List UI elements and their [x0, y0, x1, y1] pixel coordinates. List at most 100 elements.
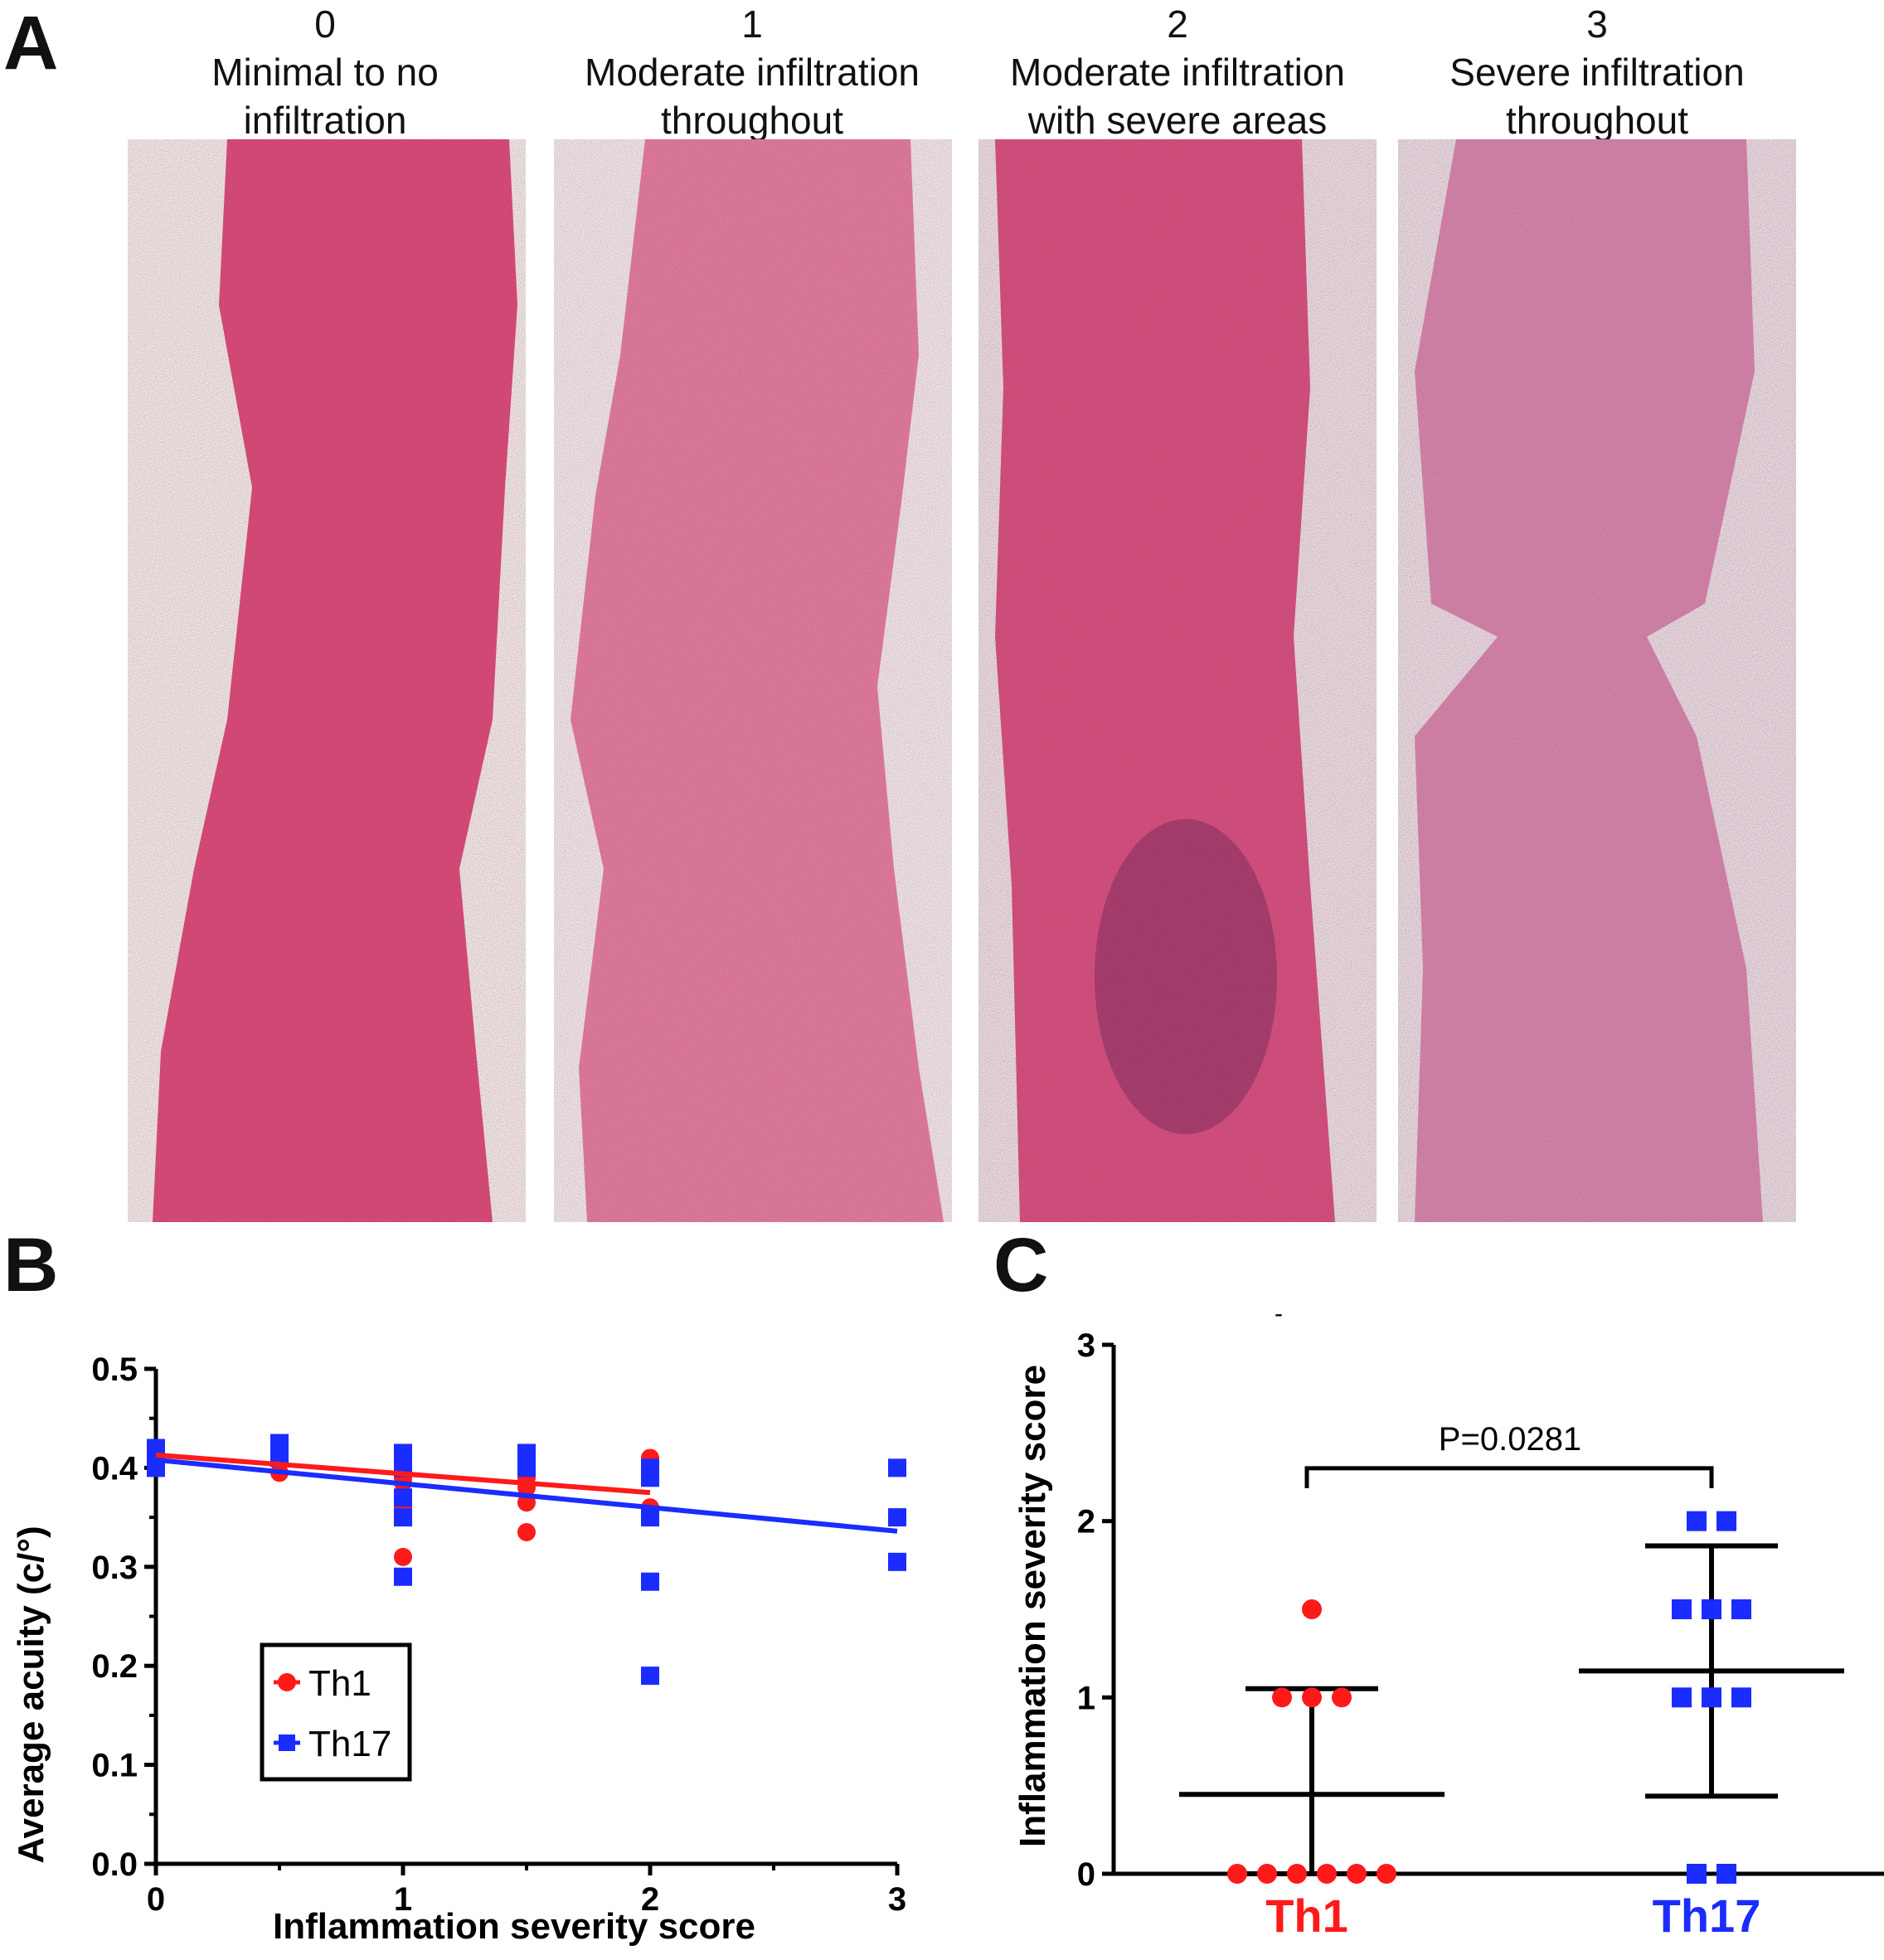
th17-point — [1716, 1511, 1736, 1531]
significance-bracket: P=0.0281 — [1304, 1421, 1714, 1488]
y-tick-label: 0.5 — [91, 1351, 138, 1388]
chart-c: - 0 1 2 3 Th1 Th17 Inflammation severity scor… — [1012, 1300, 1884, 1942]
th17-point — [394, 1567, 412, 1586]
micrograph-image — [1398, 139, 1796, 1222]
column-heading-3: 3 Severe infiltration throughout — [1398, 0, 1796, 144]
th17-point — [517, 1443, 536, 1463]
column-heading-1: 1 Moderate infiltration throughout — [553, 0, 951, 144]
x-tick-label: 2 — [641, 1881, 659, 1918]
micrograph-score-1 — [554, 139, 952, 1222]
stray-mark: - — [1275, 1300, 1283, 1327]
th17-point — [394, 1508, 412, 1527]
th17-point — [1731, 1599, 1751, 1619]
th17-point — [1687, 1511, 1707, 1531]
y-axis-label: Inflammation severity score — [1012, 1365, 1053, 1847]
panel-b-letter: B — [3, 1223, 59, 1307]
column-title-line2: throughout — [661, 99, 843, 142]
th1-point — [394, 1547, 412, 1566]
y-tick-label: 0.2 — [91, 1648, 138, 1685]
column-score: 3 — [1586, 2, 1608, 46]
column-title-line1: Moderate infiltration — [585, 51, 920, 94]
th17-point — [888, 1508, 906, 1527]
micrograph-score-2 — [978, 139, 1377, 1222]
x-category-label-th1: Th1 — [1265, 1890, 1348, 1942]
column-title-line1: Moderate infiltration — [1010, 51, 1345, 94]
th1-point — [1377, 1864, 1396, 1884]
x-tick-label: 1 — [394, 1881, 412, 1918]
th1-point — [1257, 1864, 1277, 1884]
th1-point — [1302, 1687, 1322, 1708]
th17-point — [888, 1458, 906, 1477]
column-title-line1: Severe infiltration — [1449, 51, 1745, 94]
y-tick-label: 1 — [1077, 1680, 1095, 1716]
column-heading-0: 0 Minimal to no infiltration — [126, 0, 524, 144]
x-tick-label: 3 — [888, 1881, 906, 1918]
chart-c-points — [1179, 1511, 1844, 1884]
column-score: 0 — [314, 2, 336, 46]
chart-b: 0.0 0.1 0.2 0.3 0.4 0.5 0 1 2 3 Inflammation seve… — [11, 1351, 906, 1947]
th17-point — [1702, 1687, 1721, 1708]
column-title-line1: Minimal to no — [211, 51, 439, 94]
th17-point — [394, 1488, 412, 1507]
micrograph-score-3 — [1398, 139, 1796, 1222]
th1-point — [1332, 1687, 1352, 1708]
legend-th17-marker — [279, 1734, 295, 1751]
th17-point — [1672, 1599, 1692, 1619]
bracket-line — [1304, 1466, 1714, 1488]
th17-point — [147, 1458, 165, 1477]
th1-point — [1272, 1687, 1292, 1708]
y-tick-label: 0 — [1077, 1856, 1095, 1893]
y-tick-label: 0.4 — [91, 1450, 138, 1487]
th1-point — [1227, 1864, 1247, 1884]
panel-c-letter: C — [993, 1223, 1049, 1307]
th17-point — [1716, 1864, 1736, 1884]
th17-trend-line — [155, 1457, 898, 1534]
micrograph-image — [554, 139, 952, 1222]
th17-point — [641, 1666, 659, 1686]
th17-point — [888, 1552, 906, 1571]
y-tick-label: 0.1 — [91, 1748, 138, 1784]
column-title-line2: with severe areas — [1027, 99, 1328, 142]
th1-trend-line — [155, 1452, 651, 1496]
column-score: 2 — [1167, 2, 1188, 46]
legend-th17-label: Th17 — [308, 1724, 391, 1764]
legend-th1-label: Th1 — [308, 1663, 371, 1704]
micrograph-image — [978, 139, 1377, 1222]
th17-point — [517, 1458, 536, 1477]
micrograph-score-0 — [128, 139, 526, 1222]
th1-point — [517, 1523, 536, 1542]
panel-a-letter: A — [3, 1, 59, 85]
column-score: 1 — [741, 2, 763, 46]
th1-point — [1287, 1864, 1307, 1884]
y-tick-label: 0.3 — [91, 1550, 138, 1586]
x-category-label-th17: Th17 — [1653, 1890, 1761, 1942]
x-axis-label: Inflammation severity score — [273, 1906, 755, 1947]
th17-point — [1731, 1687, 1751, 1708]
chart-b-axes: 0.0 0.1 0.2 0.3 0.4 0.5 0 1 2 3 — [91, 1351, 906, 1918]
y-tick-label: 0.0 — [91, 1846, 138, 1883]
y-axis-label: Average acuity (c/°) — [11, 1526, 51, 1863]
th17-point — [1687, 1864, 1707, 1884]
legend-box — [260, 1642, 412, 1782]
column-title-line2: throughout — [1506, 99, 1688, 142]
th1-point — [1317, 1864, 1337, 1884]
th17-point — [270, 1434, 289, 1453]
th17-point — [1672, 1687, 1692, 1708]
legend: Th1 Th17 — [260, 1642, 412, 1782]
th1-point — [1302, 1599, 1322, 1619]
th17-point — [394, 1443, 412, 1463]
th17-point — [641, 1508, 659, 1527]
th17-point — [641, 1572, 659, 1591]
micrograph-image — [128, 139, 526, 1222]
th17-point — [1702, 1599, 1721, 1619]
legend-th1-marker — [278, 1673, 296, 1691]
chart-b-points — [147, 1434, 906, 1686]
column-title-line2: infiltration — [243, 99, 407, 142]
p-value-label: P=0.0281 — [1439, 1421, 1581, 1458]
th1-point — [1347, 1864, 1367, 1884]
y-tick-label: 2 — [1077, 1504, 1095, 1540]
column-heading-2: 2 Moderate infiltration with severe area… — [978, 0, 1377, 144]
x-tick-label: 0 — [147, 1881, 165, 1918]
chart-c-axes: 0 1 2 3 Th1 Th17 — [1077, 1327, 1884, 1942]
y-tick-label: 3 — [1077, 1327, 1095, 1364]
